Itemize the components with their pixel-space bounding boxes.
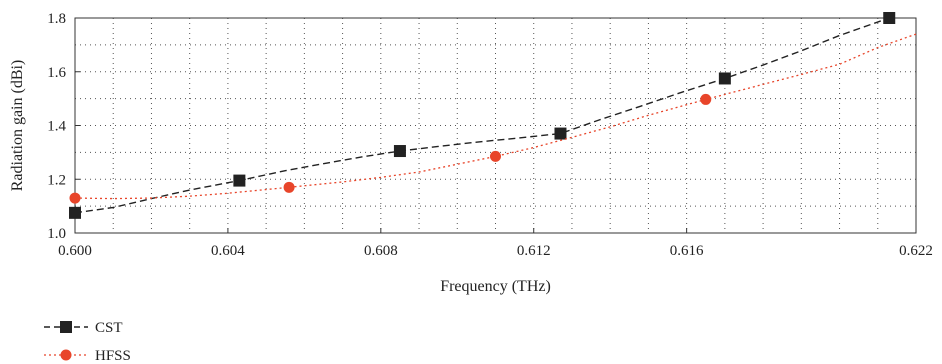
y-tick-label: 1.0: [47, 226, 66, 242]
legend-marker-hfss: [60, 349, 72, 361]
x-tick-label: 0.600: [58, 243, 92, 259]
legend-item-cst: CST: [44, 320, 123, 336]
axis-ticks: 0.600 0.604 0.608 0.612 0.616 0.622 1.0 1.2 1.4 1…: [47, 11, 933, 259]
y-axis-label: Radiation gain (dBi): [9, 60, 26, 192]
x-tick-label: 0.612: [517, 243, 551, 259]
data-point-cst: [233, 174, 246, 187]
data-point-cst: [69, 206, 81, 219]
y-tick-label: 1.2: [47, 172, 66, 188]
legend-label-cst: CST: [95, 320, 123, 336]
data-point-hfss: [700, 93, 712, 105]
data-point-cst: [883, 12, 896, 24]
data-point-hfss: [283, 181, 295, 193]
data-point-hfss: [69, 192, 81, 204]
data-point-cst: [718, 72, 731, 85]
series-line-hfss: [74, 33, 917, 200]
x-axis-label: Frequency (THz): [440, 278, 551, 295]
legend: CST HFSS: [44, 320, 131, 364]
grid-lines: [75, 18, 916, 233]
x-tick-label: 0.604: [211, 243, 245, 259]
y-tick-label: 1.6: [47, 65, 66, 81]
data-point-cst: [554, 127, 567, 140]
series-group: [69, 12, 917, 219]
y-tick-label: 1.8: [47, 11, 66, 27]
legend-marker-cst: [60, 321, 72, 333]
x-tick-label: 0.622: [899, 243, 933, 259]
series-line-cst: [74, 17, 890, 214]
data-point-cst: [393, 145, 406, 158]
data-point-hfss: [490, 150, 501, 162]
x-tick-label: 0.616: [670, 243, 704, 259]
legend-item-hfss: HFSS: [44, 348, 131, 364]
legend-label-hfss: HFSS: [95, 348, 131, 364]
x-tick-label: 0.608: [364, 243, 398, 259]
y-tick-label: 1.4: [47, 119, 66, 135]
